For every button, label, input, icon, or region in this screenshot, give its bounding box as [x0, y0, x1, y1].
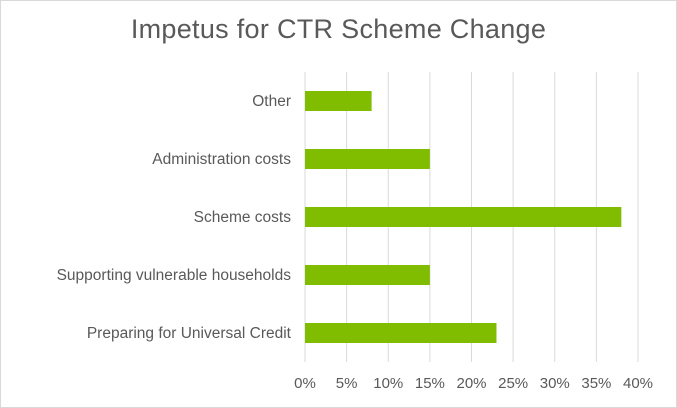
x-tick-label: 30%: [540, 375, 570, 392]
chart-title: Impetus for CTR Scheme Change: [130, 14, 547, 44]
x-tick-label: 0%: [294, 375, 316, 392]
x-tick-label: 20%: [456, 375, 486, 392]
x-tick-label: 15%: [415, 375, 445, 392]
category-label: Administration costs: [152, 151, 291, 168]
x-tick-label: 25%: [498, 375, 528, 392]
bar: [305, 265, 430, 285]
bar: [305, 207, 622, 227]
bar: [305, 323, 497, 343]
x-tick-label: 40%: [623, 375, 653, 392]
bar: [305, 91, 372, 111]
category-label: Supporting vulnerable households: [57, 267, 292, 284]
x-tick-label: 35%: [581, 375, 611, 392]
category-label: Preparing for Universal Credit: [87, 325, 292, 342]
category-label: Scheme costs: [194, 209, 292, 226]
category-label: Other: [252, 93, 291, 110]
x-tick-label: 5%: [336, 375, 358, 392]
bar: [305, 149, 430, 169]
x-tick-label: 10%: [373, 375, 403, 392]
